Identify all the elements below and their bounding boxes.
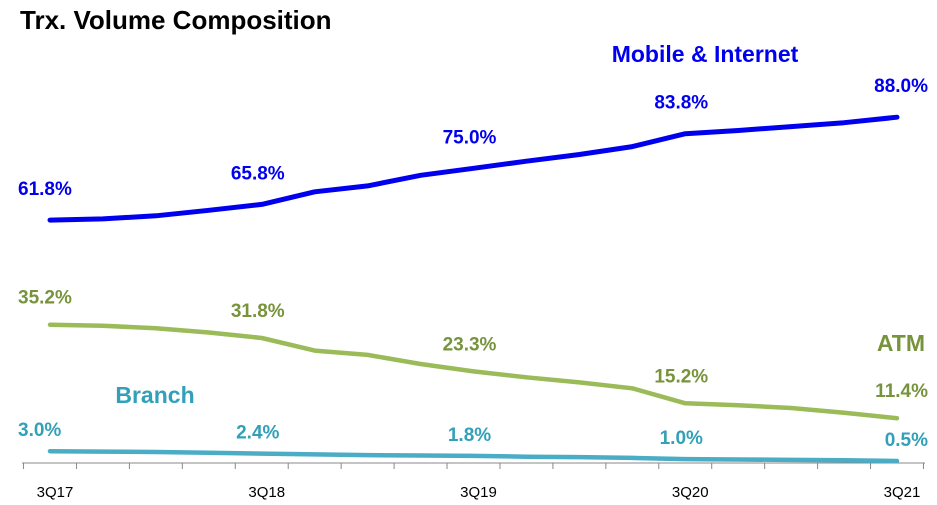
data-label: 83.8%: [654, 93, 708, 114]
series-line: [47, 448, 900, 464]
chart-title: Trx. Volume Composition: [20, 5, 332, 35]
data-label: 61.8%: [18, 179, 72, 200]
series-line: [47, 322, 900, 421]
data-label: 88.0%: [874, 76, 928, 97]
series-name: Mobile & Internet: [612, 41, 799, 67]
x-tick-label: 3Q18: [248, 484, 285, 501]
x-tick-label: 3Q20: [672, 484, 709, 501]
data-label: 15.2%: [654, 366, 708, 387]
data-label: 2.4%: [236, 423, 279, 444]
data-label: 0.5%: [885, 430, 928, 451]
series-name: Branch: [115, 382, 194, 408]
series-line: [47, 114, 900, 223]
x-tick-label: 3Q19: [460, 484, 497, 501]
x-tick-label: 3Q21: [884, 484, 921, 501]
data-label: 11.4%: [875, 381, 928, 402]
data-label: 75.0%: [443, 127, 497, 148]
data-label: 3.0%: [18, 420, 61, 441]
data-label: 1.8%: [448, 425, 491, 446]
data-label: 1.0%: [660, 428, 703, 449]
data-label: 35.2%: [18, 288, 72, 309]
data-label: 31.8%: [231, 301, 285, 322]
data-label: 23.3%: [443, 334, 497, 355]
x-tick-label: 3Q17: [37, 484, 74, 501]
data-label: 65.8%: [231, 163, 285, 184]
series-name: ATM: [877, 330, 925, 356]
